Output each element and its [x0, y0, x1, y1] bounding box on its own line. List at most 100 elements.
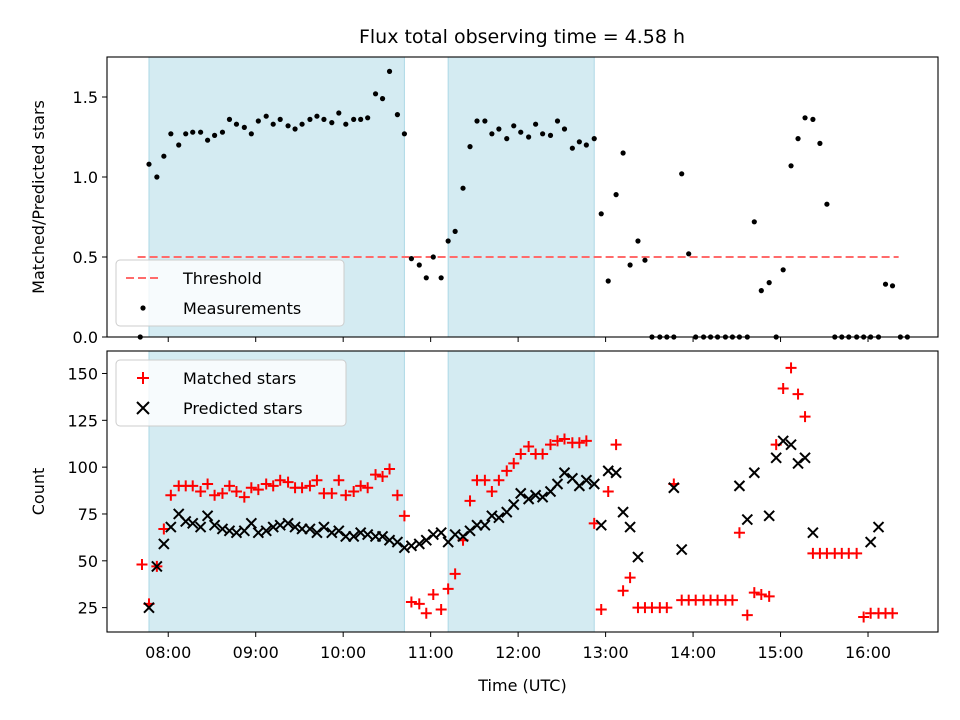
measurement-point [627, 262, 633, 268]
measurement-point [547, 132, 554, 138]
legend-predicted-swatch [136, 401, 150, 415]
matched-star-point [785, 362, 797, 374]
predicted-star-point [493, 512, 505, 524]
predicted-star-point [558, 467, 571, 479]
matched-star-point [442, 583, 454, 595]
legend: Threshold Measurements [115, 259, 345, 327]
matched-star-point [340, 489, 352, 501]
measurement-point [161, 153, 167, 159]
matched-star-point [573, 437, 585, 449]
predicted-star-point [610, 467, 622, 479]
predicted-star-point [807, 527, 819, 539]
measurement-point [620, 150, 626, 156]
measurement-point [511, 123, 517, 129]
predicted-star-point [872, 521, 885, 533]
matched-star-point [384, 463, 396, 475]
matched-star-point [260, 478, 272, 490]
matched-star-point [267, 480, 279, 492]
measurement-point [591, 136, 597, 142]
measurement-point [795, 136, 801, 142]
predicted-star-point [529, 489, 542, 501]
predicted-star-point [733, 480, 746, 492]
matched-star-point [223, 480, 235, 492]
predicted-star-point [165, 521, 177, 533]
matched-star-point [245, 482, 257, 494]
x-tick-label: 08:00 [145, 643, 191, 662]
measurement-point [176, 142, 182, 148]
measurement-point [489, 131, 495, 137]
axes-frame [106, 350, 939, 633]
x-tick-label: 11:00 [408, 643, 454, 662]
matched-star-point [333, 474, 345, 486]
matched-star-point [158, 523, 170, 535]
matched-star-point [792, 388, 804, 400]
matched-star-point [887, 607, 899, 619]
measurement-point [183, 131, 189, 137]
measurement-point [824, 201, 830, 207]
measurement-point [401, 131, 408, 137]
matched-star-point [602, 486, 614, 497]
predicted-star-point [748, 467, 761, 479]
measurement-point [197, 129, 204, 135]
matched-star-point [464, 495, 476, 507]
predicted-star-point [354, 527, 367, 539]
measurement-point [285, 123, 291, 129]
matched-star-point [202, 478, 214, 490]
measurement-point [226, 116, 233, 122]
x-axis-label: Time (UTC) [477, 676, 566, 695]
matched-star-point [515, 448, 527, 460]
measurement-point [372, 91, 379, 97]
measurement-point [758, 288, 764, 294]
measurement-point [430, 254, 436, 260]
y-tick-label: 50 [78, 552, 98, 571]
y-axis-label: Count [29, 468, 48, 516]
predicted-star-point [267, 521, 279, 533]
predicted-star-point [588, 478, 600, 490]
matched-star-point [551, 435, 563, 447]
measurement-point [642, 257, 648, 263]
matched-star-point [595, 604, 607, 616]
predicted-star-point [617, 506, 629, 518]
y-tick-label: 125 [67, 411, 98, 430]
predicted-star-point [413, 538, 425, 550]
x-tick-label: 14:00 [670, 643, 716, 662]
measurement-point [416, 262, 422, 268]
measurement-point [277, 116, 283, 122]
matched-star-point [479, 474, 491, 486]
x-tick-label: 15:00 [757, 643, 803, 662]
matched-star-point [449, 568, 461, 580]
measurement-point [474, 118, 480, 124]
measurement-point [766, 280, 772, 286]
measurement-point [482, 118, 488, 124]
predicted-star-point [398, 541, 411, 554]
measurement-point [351, 116, 357, 122]
x-tick-label: 10:00 [320, 643, 366, 662]
predicted-star-point [245, 517, 258, 530]
matched-star-point [362, 482, 374, 494]
y-tick-label: 75 [78, 505, 98, 524]
measurement-point [299, 121, 305, 127]
matched-star-point [274, 474, 286, 486]
y-tick-label: 0.0 [73, 328, 98, 347]
predicted-star-point [187, 517, 199, 530]
matched-star-point [435, 604, 447, 616]
predicted-star-point [522, 493, 535, 505]
measurement-point [576, 139, 582, 145]
matched-star-point [252, 484, 264, 496]
matched-star-point [377, 471, 389, 483]
matched-star-point [216, 487, 228, 499]
predicted-star-point [479, 519, 491, 531]
measurement-point [460, 185, 466, 191]
matched-star-point [610, 439, 622, 451]
measurement-point [438, 275, 444, 281]
matched-star-point [230, 486, 242, 497]
measurement-point [561, 126, 568, 132]
measurement-point [751, 219, 757, 225]
measurement-point [379, 96, 386, 102]
measurement-point [613, 192, 619, 198]
predicted-star-point [282, 517, 294, 530]
predicted-star-point [536, 491, 549, 503]
measurement-point [394, 112, 401, 118]
legend-label: Threshold [182, 269, 262, 288]
